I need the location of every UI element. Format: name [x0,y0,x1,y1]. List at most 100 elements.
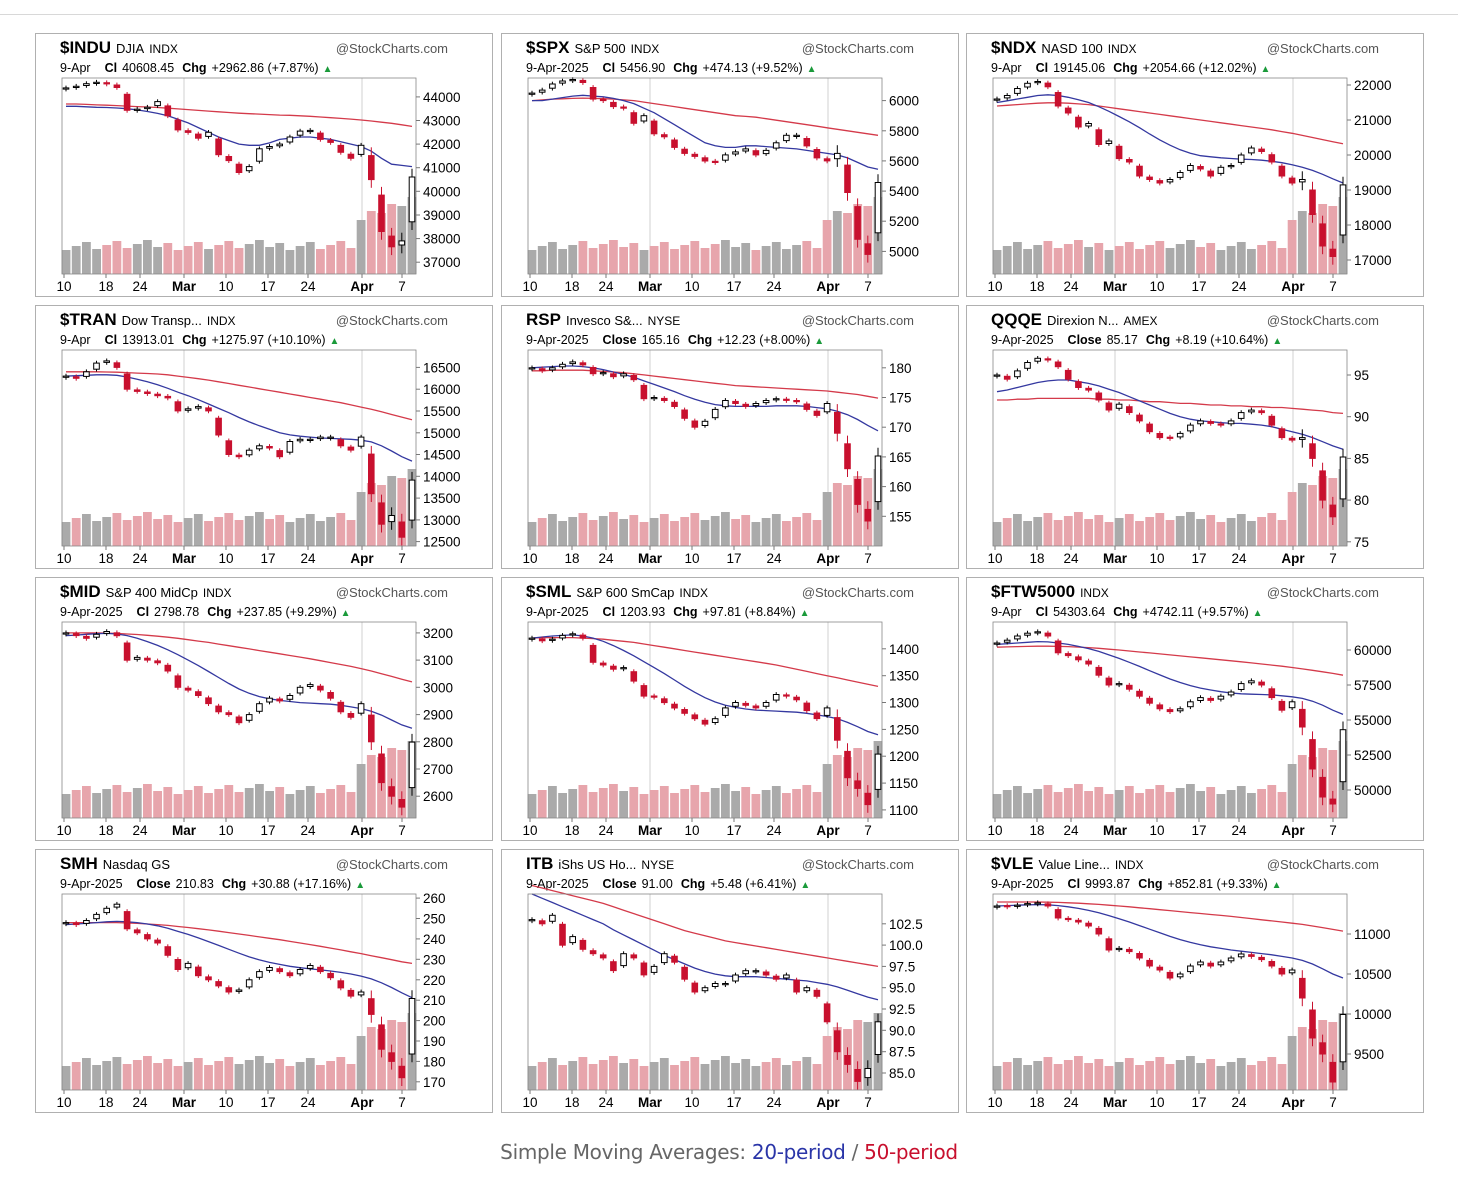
volume-bar [659,514,669,546]
candle-body [1064,917,1072,921]
volume-bar [122,1064,132,1090]
candle-body [559,923,566,946]
volume-bar [558,1065,567,1090]
x-tick-label: Mar [1103,551,1128,566]
volume-bar [295,518,305,546]
volume-bar [721,512,730,546]
x-tick-label: 24 [132,1095,148,1110]
chart-panel[interactable]: $MID S&P 400 MidCp INDX @StockCharts.com 9-A… [35,577,493,841]
y-tick-label: 16500 [423,360,461,375]
candle-body [599,98,607,102]
candle-body [1309,1009,1316,1039]
candle-body [1237,683,1245,690]
x-tick-label: 7 [1329,823,1337,838]
y-tick-label: 220 [423,973,446,988]
candle-body [1237,953,1245,958]
volume-bar [1145,245,1155,274]
volume-bar [598,516,608,546]
volume-bar [629,1059,639,1090]
chart-panel[interactable]: ITB iShs US Ho... NYSE @StockCharts.com 9-Ap… [501,849,959,1113]
candle-body [762,702,770,707]
y-tick-label: 210 [423,993,446,1008]
legend-sma20-link[interactable]: 20-period [751,1140,846,1164]
up-arrow-icon: ▲ [1261,64,1271,75]
candle-body [722,154,729,161]
legend-separator: / [845,1140,865,1164]
volume-bar [295,246,305,274]
volume-bar [336,513,346,546]
chart-panel[interactable]: $TRAN Dow Transp... INDX @StockCharts.com 9-… [35,305,493,569]
candle-body [62,375,70,378]
volume-bar [112,785,122,818]
volume-bar [183,518,193,546]
volume-bar [812,1064,822,1090]
volume-bar [1002,1062,1012,1090]
candle-body [549,914,556,922]
source-label: @StockCharts.com [1267,857,1379,872]
candle-body [1176,432,1184,438]
volume-bar [1175,788,1185,818]
candle-body [1095,666,1103,676]
candle-body [650,965,658,973]
y-tick-label: 16000 [423,382,461,397]
volume-bar [1247,1065,1256,1090]
volume-bar [721,240,730,274]
volume-bar [1165,520,1175,546]
volume-bar [782,793,791,818]
stat-close-label: Cl [137,605,150,619]
volume-bar [265,519,274,546]
volume-bar [255,240,264,274]
candle-body [1115,403,1123,409]
chart-panel[interactable]: $NDX NASD 100 INDX @StockCharts.com 9-Apr Cl 1… [966,33,1424,297]
volume-bar [741,515,751,546]
x-tick-label: Apr [350,1095,374,1110]
y-tick-label: 5400 [889,184,919,199]
volume-bar [771,786,781,818]
candles [62,901,416,1086]
volume-bar [275,787,285,818]
chart-panel[interactable]: $SML S&P 600 SmCap INDX @StockCharts.com 9-A… [501,577,959,841]
source-label: @StockCharts.com [336,585,448,600]
volume-bar [336,241,346,274]
candle-body [276,698,283,702]
legend-sma50-link[interactable]: 50-period [864,1140,958,1164]
candles [993,356,1347,525]
stat-chg-label: Chg [182,61,206,75]
candle-body [803,987,811,992]
chart-name: DJIA [116,41,145,56]
volume-bar [1013,786,1022,818]
x-tick-label: 10 [987,1095,1002,1110]
candle-body [1014,904,1021,907]
stat-date: 9-Apr [60,61,91,75]
chart-panel[interactable]: QQQE Direxion N... AMEX @StockCharts.com 9-A… [966,305,1424,569]
chart-panel[interactable]: $INDU DJIA INDX @StockCharts.com 9-Apr Cl 4060… [35,33,493,297]
chart-panel[interactable]: SMH Nasdaq GS @StockCharts.com 9-Apr-2025 Cl… [35,849,493,1113]
source-label: @StockCharts.com [336,313,448,328]
chart-panel[interactable]: RSP Invesco S&... NYSE @StockCharts.com 9-Ap… [501,305,959,569]
chart-panel[interactable]: $SPX S&P 500 INDX @StockCharts.com 9-Apr-202… [501,33,959,297]
x-tick-label: 24 [300,1095,316,1110]
candle-body [640,384,648,400]
volume-bar [1114,518,1124,546]
candle-body [1064,369,1072,380]
candle-body [347,446,355,451]
candle-body [722,400,729,408]
volume-bar [1094,243,1104,274]
volume-bars [992,741,1348,818]
stat-chg-value: +237.85 (+9.29%) [237,605,337,619]
chart-panel[interactable]: $FTW5000 INDX @StockCharts.com 9-Apr Cl 54303… [966,577,1424,841]
candle-body [844,750,851,779]
volume-bar [82,242,91,274]
candle-body [93,913,100,920]
candle-body [640,685,648,697]
volume-bar [992,1066,1002,1090]
source-label: @StockCharts.com [802,313,914,328]
candle-body [327,436,334,439]
candle-body [549,367,556,371]
x-tick-label: 18 [564,279,579,294]
chart-panel[interactable]: $VLE Value Line... INDX @StockCharts.com 9-A… [966,849,1424,1113]
volume-bar [224,1057,234,1090]
candle-body [752,403,760,407]
candle-body [1105,140,1113,144]
candle-body [538,638,546,642]
